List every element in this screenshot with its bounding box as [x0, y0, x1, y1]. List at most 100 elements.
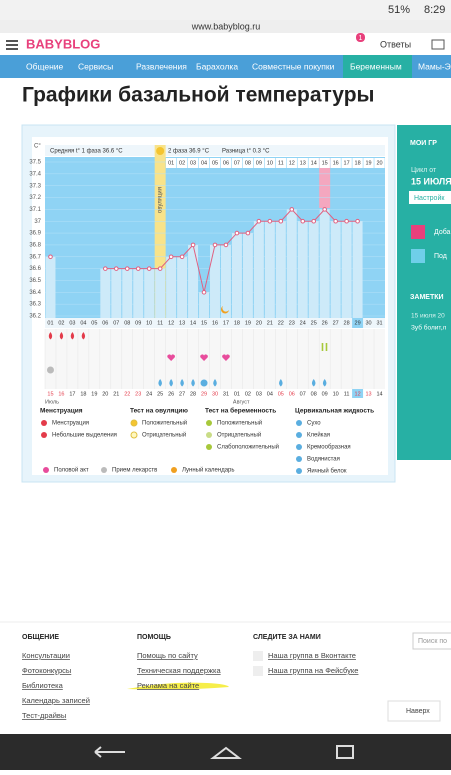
summary: Разница t° 0.3 °C: [222, 149, 270, 155]
summary: 2 фаза 36.9 °C: [168, 149, 210, 155]
temp-column: [199, 292, 210, 320]
phase2-day: 18: [355, 160, 361, 166]
month-label: Июль: [45, 399, 59, 405]
date-label: 21: [113, 391, 119, 397]
x-tick-label: 17: [223, 320, 229, 326]
social-icon: [253, 651, 263, 661]
summary: Средняя t° 1 фаза 36.6 °C: [50, 149, 123, 155]
y-tick-label: 36.6: [29, 266, 41, 272]
phase2-day: 07: [234, 160, 240, 166]
date-label: 03: [256, 391, 262, 397]
menstruation-mark: [48, 332, 53, 340]
highlight: [127, 682, 229, 690]
recent-button[interactable]: [336, 745, 354, 759]
footer-link[interactable]: Консультации: [22, 651, 70, 660]
logo[interactable]: BABYBLOG: [26, 36, 100, 51]
y-tick-label: 37.5: [29, 160, 41, 166]
answers-link[interactable]: Ответы: [380, 39, 411, 49]
legend-title: Цервикальная жидкость: [295, 408, 374, 415]
mail-icon[interactable]: [431, 39, 445, 50]
footer-link[interactable]: Тест-драйвы: [22, 711, 66, 720]
back-button[interactable]: [94, 746, 125, 758]
legend-icon: [130, 419, 138, 427]
nav-item[interactable]: Совместные покупки: [252, 61, 335, 71]
x-tick-label: 29: [355, 320, 361, 326]
cervical-mark: [158, 379, 162, 387]
battery: 51%: [388, 4, 410, 16]
x-tick-label: 08: [124, 320, 130, 326]
y-tick-label: 36.5: [29, 278, 41, 284]
nav-item[interactable]: Сервисы: [78, 61, 113, 71]
home-button[interactable]: [210, 746, 242, 759]
phase2-day: 08: [245, 160, 251, 166]
footer-link[interactable]: Наша группа в Вконтакте: [268, 651, 356, 660]
legend-item: Отрицательный: [217, 432, 261, 439]
sidebar: [397, 125, 451, 460]
date-label: 02: [245, 391, 251, 397]
temp-point: [267, 218, 273, 224]
top-button[interactable]: [387, 700, 441, 722]
nav-item[interactable]: Мамы-Э: [418, 61, 451, 71]
footer-link[interactable]: Наша группа на Фейсбуке: [268, 666, 358, 675]
footer-link[interactable]: Техническая поддержка: [137, 666, 221, 675]
date-label: 20: [102, 391, 108, 397]
legend-title: Тест на беременность: [205, 407, 276, 415]
x-tick-label: 12: [168, 320, 174, 326]
heart-mark: [200, 354, 208, 361]
temp-point: [146, 266, 152, 271]
legend-item: Слабоположительный: [217, 444, 279, 451]
legend-icon: [296, 420, 302, 426]
temp-column: [352, 221, 363, 320]
temp-column: [210, 244, 220, 320]
footer-link[interactable]: Библиотека: [22, 681, 64, 690]
footer-link[interactable]: Фотоконкурсы: [22, 666, 71, 675]
search-box[interactable]: [412, 632, 451, 650]
phase2-cell: [286, 158, 297, 168]
legend-item: Кремообразная: [307, 445, 351, 451]
legend-item: Положительный: [217, 420, 262, 427]
settings-button[interactable]: [409, 191, 451, 204]
medicine-mark: [46, 366, 54, 374]
x-tick-label: 30: [365, 320, 371, 326]
nav-item[interactable]: Общение: [26, 61, 64, 71]
temp-point: [201, 290, 207, 295]
phase2-day: 04: [201, 160, 207, 166]
phase2-cell: [253, 158, 265, 168]
x-tick-label: 25: [311, 320, 317, 326]
footer-link[interactable]: Календарь записей: [22, 696, 90, 705]
legend-item: Водянистая: [307, 457, 340, 463]
temp-point: [190, 242, 196, 248]
date-label: 26: [168, 391, 174, 397]
date-label: 25: [157, 391, 163, 397]
x-tick-label: 28: [344, 320, 350, 326]
temp-column: [144, 268, 155, 320]
top-button-label[interactable]: Наверх: [406, 708, 430, 715]
x-tick-label: 23: [289, 320, 295, 326]
footer-link[interactable]: Реклама на сайте: [137, 681, 199, 690]
sidebar-text: ЗАМЕТКИ: [410, 294, 444, 301]
legend-icon: [296, 468, 302, 474]
sidebar-text: Цикл от: [411, 167, 437, 174]
legend-icon: [41, 420, 47, 426]
nav-item[interactable]: Барахолка: [196, 61, 238, 71]
temp-point: [103, 266, 108, 271]
date-label: 30: [212, 391, 218, 397]
legend-title: Менструация: [40, 408, 83, 415]
month-label: Август: [233, 399, 250, 405]
temp-column: [319, 209, 330, 320]
settings-label[interactable]: Настройк: [414, 194, 445, 202]
today-date: [352, 389, 364, 398]
temp-column: [45, 256, 56, 320]
menu-icon[interactable]: [6, 40, 18, 50]
temp-point: [157, 266, 163, 271]
ovulation-label: овуляция: [158, 187, 164, 213]
temp-column: [133, 268, 144, 320]
temp-point: [212, 242, 218, 248]
temp-column: [155, 268, 166, 320]
nav-item[interactable]: Развлечения: [136, 61, 187, 71]
nav-item[interactable]: Беременным: [350, 61, 402, 71]
temp-point: [223, 242, 229, 248]
footer-link[interactable]: Помощь по сайту: [137, 651, 198, 660]
x-tick-label: 06: [102, 320, 108, 326]
x-tick-label: 14: [190, 320, 196, 326]
